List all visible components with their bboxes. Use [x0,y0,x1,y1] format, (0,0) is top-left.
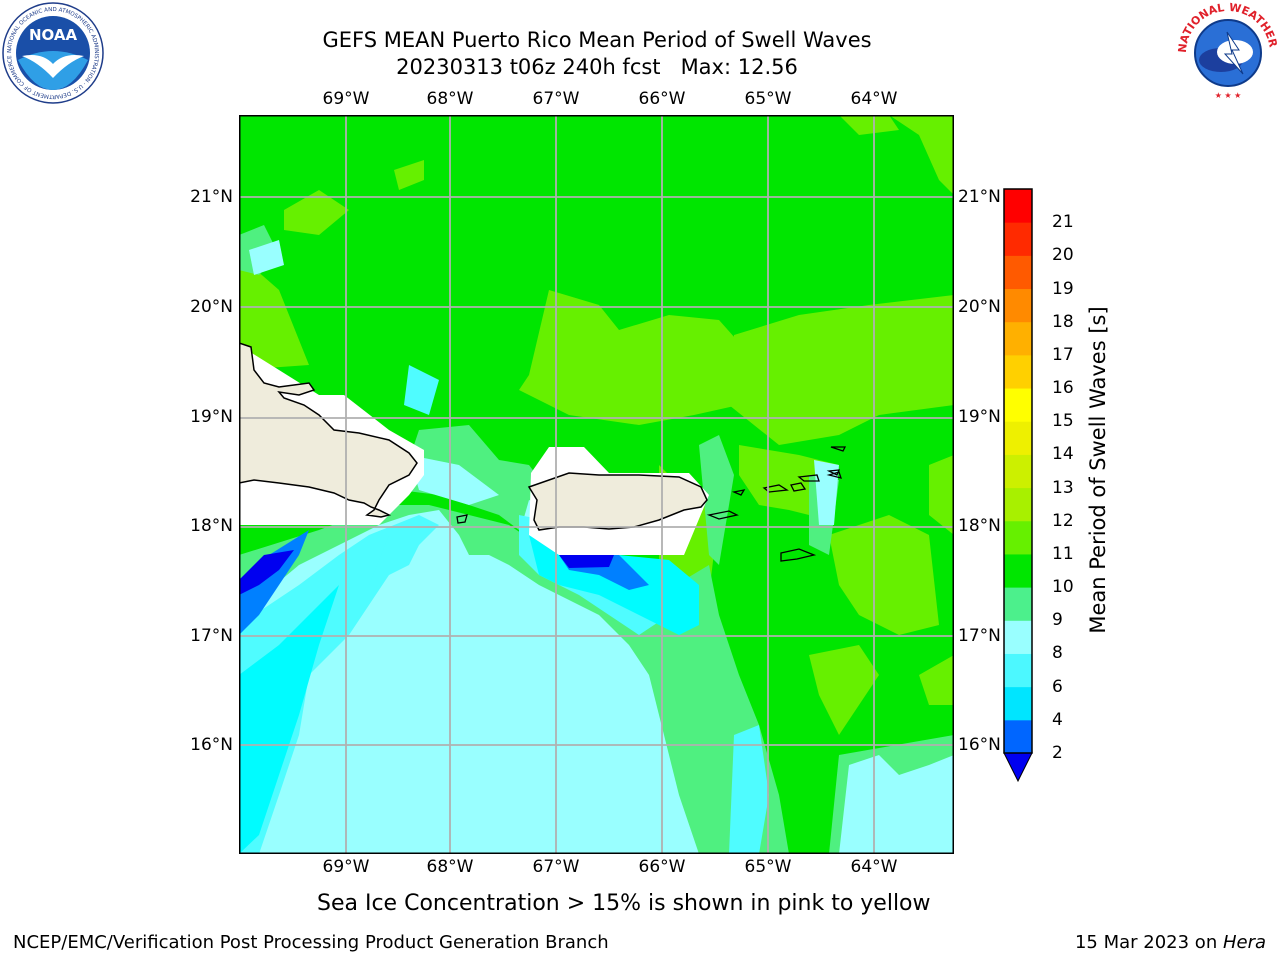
colorbar-segment [1004,587,1032,621]
dark-blue-regions [239,550,614,595]
chart-subtitle: 20230313 t06z 240h fcst Max: 12.56 [396,55,798,79]
colorbar-extend-triangle [1003,752,1033,783]
colorbar-tick-label: 21 [1052,212,1074,233]
lon-tick-top-3: 67°W [532,89,580,109]
graticule [239,115,954,854]
colorbar-title: Mean Period of Swell Waves [s] [1086,306,1110,634]
colorbar-segment [1004,255,1032,290]
colorbar-segment [1004,620,1032,654]
land-small-islands [456,446,847,562]
footer-host: Hera [1222,932,1266,953]
colorbar-segment [1004,520,1032,555]
lon-tick-top-2: 68°W [426,89,474,109]
lat-tick-right-1: 21°N [958,187,1001,207]
colorbar-segment [1004,454,1032,489]
lon-tick-bottom-4: 66°W [638,857,686,877]
lat-tick-right-6: 16°N [958,735,1001,755]
colorbar-tick-label: 10 [1052,577,1074,598]
colorbar-tick-label: 2 [1052,743,1063,763]
colorbar-segment [1004,388,1032,422]
colorbar-tick-label: 18 [1052,311,1074,332]
lat-tick-right-3: 19°N [958,407,1001,427]
sea-ice-caption: Sea Ice Concentration > 15% is shown in … [317,891,931,916]
colorbar-segment [1004,719,1032,754]
lat-tick-left-4: 18°N [190,516,233,536]
colorbar-tick-label: 12 [1052,510,1074,531]
noaa-logo: NATIONAL OCEANIC AND ATMOSPHERIC ADMINIS… [2,2,104,104]
lat-tick-left-6: 16°N [190,735,233,755]
lat-tick-left-1: 21°N [190,187,233,207]
colorbar-segment [1004,487,1032,522]
lat-tick-left-3: 19°N [190,407,233,427]
colorbar-tick-label: 9 [1052,610,1063,631]
lat-tick-right-5: 17°N [958,626,1001,646]
lon-tick-bottom-2: 68°W [426,857,474,877]
colorbar-segment [1004,553,1032,588]
lon-tick-top-5: 65°W [744,89,792,109]
map-plot [239,115,954,854]
colorbar-segment [1004,321,1032,356]
colorbar-tick-label: 20 [1052,245,1074,266]
nws-logo: NATIONAL WEATHER SERVICE ★ ★ ★ [1177,2,1279,103]
svg-text:★ ★ ★: ★ ★ ★ [1215,91,1242,100]
colorbar-tick-label: 6 [1052,676,1063,697]
colorbar-segment [1004,421,1032,455]
colorbar-tick-label: 15 [1052,411,1074,432]
colorbar-tick-label: 14 [1052,444,1074,465]
lon-tick-bottom-6: 64°W [850,857,898,877]
footer-date: 15 Mar 2023 on [1074,932,1223,953]
colorbar-tick-label: 11 [1052,543,1074,564]
lon-tick-bottom-5: 65°W [744,857,792,877]
colorbar-tick-label: 8 [1052,643,1063,664]
map-frame [239,115,954,854]
colorbar-segment [1004,686,1032,721]
lon-tick-bottom-1: 69°W [322,857,370,877]
lat-tick-right-2: 20°N [958,297,1001,317]
noaa-logo-text: NOAA [29,26,78,44]
land-hispaniola [239,342,418,518]
lon-tick-bottom-3: 67°W [532,857,580,877]
colorbar-segment [1004,222,1032,256]
lat-tick-left-5: 17°N [190,626,233,646]
colorbar-segment [1004,653,1032,688]
lon-tick-top-6: 64°W [850,89,898,109]
colorbar [1003,188,1033,783]
footer-left: NCEP/EMC/Verification Post Processing Pr… [13,932,609,953]
lon-tick-top-1: 69°W [322,89,370,109]
lat-tick-left-2: 20°N [190,297,233,317]
colorbar-tick-label: 16 [1052,378,1074,399]
colorbar-segment [1004,288,1032,323]
lat-tick-right-4: 18°N [958,516,1001,536]
colorbar-segment [1004,189,1032,223]
colorbar-tick-label: 4 [1052,709,1063,730]
colorbar-segment [1004,354,1032,389]
colorbar-tick-label: 17 [1052,344,1074,365]
colorbar-tick-label: 13 [1052,477,1074,498]
colorbar-tick-label: 19 [1052,278,1074,299]
lon-tick-top-4: 66°W [638,89,686,109]
footer-right: 15 Mar 2023 on Hera [1075,932,1266,953]
colorbar-segments [1004,189,1032,754]
colorbar-frame [1003,188,1033,754]
chart-title: GEFS MEAN Puerto Rico Mean Period of Swe… [322,28,872,52]
